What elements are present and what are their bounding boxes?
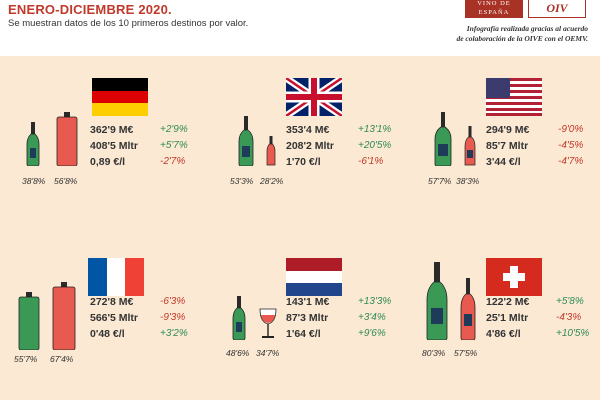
infographic-panel: 362'9 M€ 408'5 Mltr 0,89 €/l +2'9% +5'7%…	[0, 56, 600, 400]
bottle-icon	[266, 136, 276, 166]
volume-change: +5'7%	[160, 140, 188, 151]
volume-stat: 408'5 Mltr	[90, 140, 139, 152]
bulk-container-icon	[18, 292, 40, 350]
volume-change: -4'5%	[558, 140, 584, 151]
country-stats: 362'9 M€ 408'5 Mltr 0,89 €/l	[90, 122, 138, 170]
country-changes: +2'9% +5'7% -2'7%	[160, 122, 188, 170]
country-card-france: 272'8 M€ 566'5 Mltr 0'48 €/l -6'3% -9'3%…	[0, 252, 200, 392]
volume-change: +20'5%	[358, 140, 392, 151]
germany-flag-icon	[92, 78, 148, 116]
credit-note: Infografía realizada gracias al acuerdo …	[456, 24, 588, 43]
bottled-share: 53'3%	[230, 176, 254, 186]
country-card-united-kingdom: 353'4 M€ 208'2 Mltr 1'70 €/l +13'1% +20'…	[200, 56, 400, 196]
volume-change: +3'4%	[358, 312, 386, 323]
value-change: +13'1%	[358, 124, 392, 135]
country-stats: 122'2 M€ 25'1 Mltr 4'86 €/l	[486, 294, 529, 342]
bottled-share: 38'8%	[22, 176, 46, 186]
bulk-container-icon	[56, 112, 78, 166]
price-stat: 0'48 €/l	[90, 328, 125, 340]
value-stat: 143'1 M€	[286, 296, 330, 308]
united-kingdom-flag-icon	[286, 78, 342, 116]
value-stat: 353'4 M€	[286, 124, 330, 136]
wine-glass-icon	[259, 308, 277, 338]
value-change: -6'3%	[160, 296, 186, 307]
price-change: -2'7%	[160, 156, 186, 167]
volume-change: -4'3%	[556, 312, 582, 323]
bulk-share: 34'7%	[256, 348, 280, 358]
volume-change: -9'3%	[160, 312, 186, 323]
value-stat: 294'9 M€	[486, 124, 530, 136]
price-change: -4'7%	[558, 156, 584, 167]
value-stat: 122'2 M€	[486, 296, 530, 308]
netherlands-flag-icon	[286, 258, 342, 296]
bottle-icon	[232, 296, 246, 340]
value-stat: 272'8 M€	[90, 296, 134, 308]
country-card-netherlands: 143'1 M€ 87'3 Mltr 1'64 €/l +13'3% +3'4%…	[200, 252, 400, 392]
volume-stat: 566'5 Mltr	[90, 312, 139, 324]
price-stat: 1'64 €/l	[286, 328, 321, 340]
value-change: -9'0%	[558, 124, 584, 135]
switzerland-flag-icon	[486, 258, 542, 296]
country-changes: +5'8% -4'3% +10'5%	[556, 294, 589, 342]
country-changes: -6'3% -9'3% +3'2%	[160, 294, 188, 342]
country-card-switzerland: 122'2 M€ 25'1 Mltr 4'86 €/l +5'8% -4'3% …	[400, 252, 600, 392]
bottle-icon	[434, 112, 452, 166]
bulk-share: 28'2%	[260, 176, 284, 186]
country-stats: 272'8 M€ 566'5 Mltr 0'48 €/l	[90, 294, 138, 342]
bulk-share: 38'3%	[456, 176, 480, 186]
bottled-share: 48'6%	[226, 348, 250, 358]
country-card-usa: 294'9 M€ 85'7 Mltr 3'44 €/l -9'0% -4'5% …	[400, 56, 600, 196]
volume-stat: 85'7 Mltr	[486, 140, 529, 152]
country-changes: -9'0% -4'5% -4'7%	[558, 122, 583, 170]
bottle-icon	[426, 262, 448, 340]
page-title: ENERO-DICIEMBRE 2020.	[8, 2, 172, 17]
country-stats: 143'1 M€ 87'3 Mltr 1'64 €/l	[286, 294, 329, 342]
country-stats: 353'4 M€ 208'2 Mltr 1'70 €/l	[286, 122, 334, 170]
vino-de-espana-logo: VINO DE ESPAÑA	[465, 0, 523, 18]
bottle-icon	[464, 126, 476, 166]
country-changes: +13'3% +3'4% +9'6%	[358, 294, 391, 342]
volume-stat: 87'3 Mltr	[286, 312, 329, 324]
bulk-share: 56'8%	[54, 176, 78, 186]
country-card-germany: 362'9 M€ 408'5 Mltr 0,89 €/l +2'9% +5'7%…	[0, 56, 200, 196]
value-change: +13'3%	[358, 296, 392, 307]
bottled-share: 55'7%	[14, 354, 38, 364]
country-stats: 294'9 M€ 85'7 Mltr 3'44 €/l	[486, 122, 529, 170]
price-change: +10'5%	[556, 328, 590, 339]
price-change: +9'6%	[358, 328, 386, 339]
volume-stat: 208'2 Mltr	[286, 140, 335, 152]
oiv-logo: OIV	[528, 0, 586, 18]
value-change: +2'9%	[160, 124, 188, 135]
price-change: +3'2%	[160, 328, 188, 339]
price-change: -6'1%	[358, 156, 384, 167]
price-stat: 4'86 €/l	[486, 328, 521, 340]
country-changes: +13'1% +20'5% -6'1%	[358, 122, 391, 170]
bottle-icon	[26, 122, 40, 166]
price-stat: 0,89 €/l	[90, 156, 126, 168]
value-stat: 362'9 M€	[90, 124, 134, 136]
page-subtitle: Se muestran datos de los 10 primeros des…	[8, 18, 249, 29]
header: ENERO-DICIEMBRE 2020. Se muestran datos …	[0, 0, 600, 56]
price-stat: 1'70 €/l	[286, 156, 321, 168]
volume-stat: 25'1 Mltr	[486, 312, 529, 324]
price-stat: 3'44 €/l	[486, 156, 521, 168]
france-flag-icon	[88, 258, 144, 296]
bulk-share: 67'4%	[50, 354, 74, 364]
bottle-icon	[460, 278, 476, 340]
bulk-share: 57'5%	[454, 348, 478, 358]
bottled-share: 80'3%	[422, 348, 446, 358]
bulk-container-icon	[52, 282, 76, 350]
usa-flag-icon	[486, 78, 542, 116]
bottled-share: 57'7%	[428, 176, 452, 186]
value-change: +5'8%	[556, 296, 584, 307]
bottle-icon	[238, 116, 254, 166]
